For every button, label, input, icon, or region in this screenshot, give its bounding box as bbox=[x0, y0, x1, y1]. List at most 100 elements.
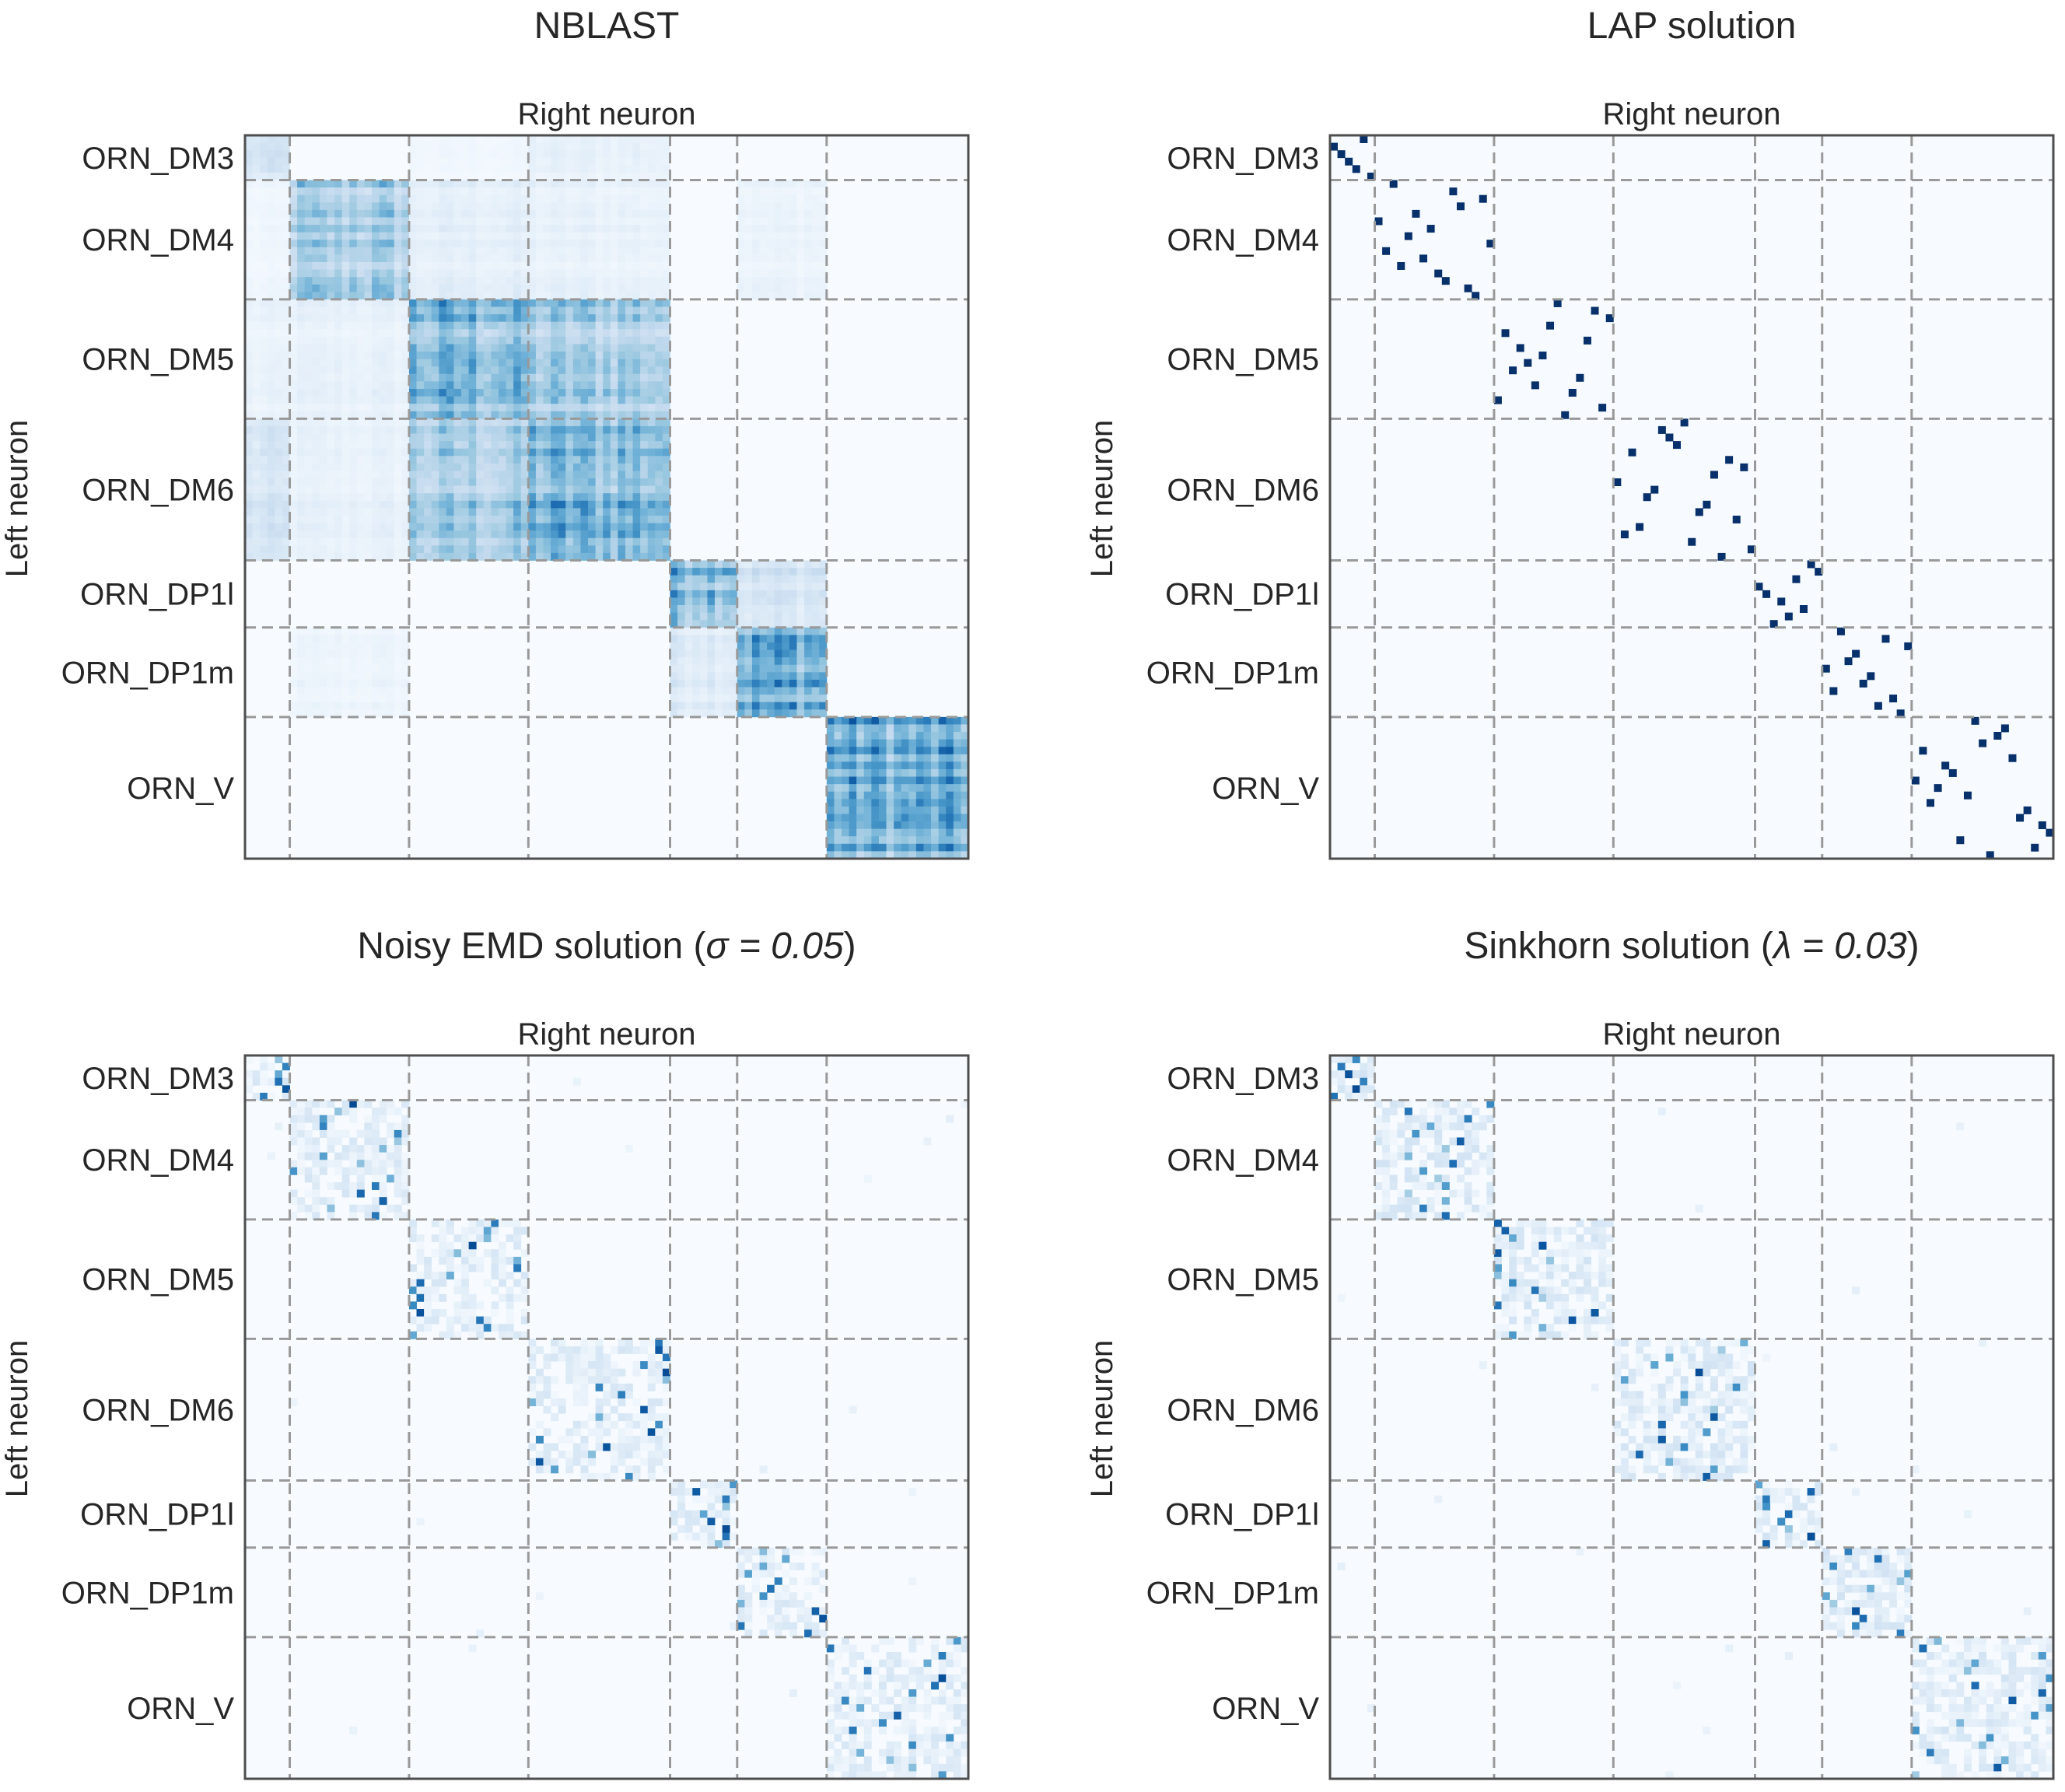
heatmap-cell bbox=[476, 515, 485, 523]
heatmap-cell bbox=[647, 485, 656, 494]
heatmap-cell bbox=[379, 642, 387, 650]
heatmap-cell bbox=[632, 209, 641, 218]
heatmap-cell bbox=[878, 716, 887, 725]
heatmap-cell bbox=[543, 478, 551, 487]
heatmap-cell bbox=[371, 530, 380, 539]
heatmap-cell bbox=[304, 194, 313, 203]
heatmap-cell bbox=[364, 187, 373, 196]
heatmap-cell bbox=[796, 657, 805, 666]
heatmap-cell bbox=[819, 292, 828, 300]
panel-title: Noisy EMD solution (σ = 0.05) bbox=[357, 926, 856, 967]
heatmap-cell bbox=[356, 388, 365, 397]
heatmap-cell bbox=[1657, 425, 1666, 434]
heatmap-cell bbox=[513, 232, 522, 240]
heatmap-cell bbox=[416, 254, 425, 263]
heatmap-cell bbox=[341, 1145, 350, 1153]
heatmap-cell bbox=[513, 344, 522, 352]
heatmap-cell bbox=[453, 552, 462, 561]
heatmap-cell bbox=[401, 433, 410, 442]
heatmap-cell bbox=[1747, 545, 1755, 554]
heatmap-cell bbox=[677, 612, 686, 621]
heatmap-cell bbox=[580, 277, 589, 285]
heatmap-cell bbox=[408, 344, 417, 352]
heatmap-cell bbox=[603, 411, 611, 419]
heatmap-cell bbox=[580, 433, 589, 442]
heatmap-cell bbox=[371, 471, 380, 479]
heatmap-cell bbox=[416, 493, 425, 502]
heatmap-cell bbox=[371, 396, 380, 404]
heatmap-cell bbox=[356, 232, 365, 240]
heatmap-cell bbox=[468, 1249, 477, 1258]
heatmap-cell bbox=[483, 441, 492, 450]
heatmap-cell bbox=[341, 537, 350, 546]
heatmap-cell bbox=[379, 448, 387, 457]
heatmap-cell bbox=[551, 209, 559, 218]
heatmap-cell bbox=[453, 359, 462, 367]
heatmap-cell bbox=[453, 456, 462, 464]
heatmap-cell bbox=[558, 172, 566, 180]
heatmap-cell bbox=[387, 695, 395, 703]
heatmap-cell bbox=[632, 425, 641, 434]
row-label-orn-dp1m: ORN_DP1m bbox=[1146, 656, 1319, 690]
heatmap-cell bbox=[572, 485, 581, 494]
heatmap-cell bbox=[245, 530, 253, 539]
heatmap-cell bbox=[297, 292, 306, 300]
heatmap-cell bbox=[699, 575, 708, 583]
heatmap-cell bbox=[774, 642, 782, 650]
heatmap-cell bbox=[528, 425, 537, 434]
heatmap-cell bbox=[401, 463, 410, 471]
heatmap-cell bbox=[543, 187, 551, 196]
heatmap-cell bbox=[819, 709, 828, 718]
heatmap-cell bbox=[260, 329, 268, 338]
heatmap-cell bbox=[282, 448, 290, 457]
heatmap-cell bbox=[603, 1353, 611, 1362]
heatmap-cell bbox=[558, 217, 566, 226]
heatmap-cell bbox=[535, 463, 544, 471]
heatmap-cell bbox=[730, 695, 738, 703]
heatmap-cell bbox=[282, 150, 290, 159]
heatmap-cell bbox=[632, 150, 641, 159]
heatmap-cell bbox=[364, 396, 373, 404]
heatmap-cell bbox=[267, 217, 275, 226]
heatmap-cell bbox=[289, 344, 298, 352]
heatmap-cell bbox=[618, 299, 626, 307]
heatmap-cell bbox=[297, 1122, 306, 1131]
heatmap-cell bbox=[483, 485, 492, 494]
heatmap-cell bbox=[453, 1331, 462, 1339]
heatmap-cell bbox=[312, 545, 320, 554]
heatmap-cell bbox=[751, 194, 760, 203]
heatmap-cell bbox=[394, 261, 402, 270]
heatmap-cell bbox=[603, 456, 611, 464]
heatmap-cell bbox=[408, 411, 417, 419]
heatmap-cell bbox=[603, 523, 611, 531]
heatmap-cell bbox=[789, 560, 797, 569]
heatmap-cell bbox=[618, 157, 626, 166]
heatmap-cell bbox=[588, 135, 597, 143]
heatmap-cell bbox=[662, 478, 670, 487]
heatmap-cell bbox=[245, 321, 253, 330]
heatmap-cell bbox=[364, 329, 373, 338]
heatmap-cell bbox=[334, 359, 343, 367]
heatmap-cell bbox=[737, 702, 745, 710]
heatmap-cell bbox=[655, 1398, 663, 1407]
heatmap-cell bbox=[349, 202, 358, 211]
heatmap-cell bbox=[535, 314, 544, 323]
heatmap-cell bbox=[931, 799, 940, 807]
heatmap-cell bbox=[289, 1189, 298, 1198]
heatmap-cell bbox=[282, 366, 290, 375]
heatmap-cell bbox=[655, 425, 663, 434]
heatmap-cell bbox=[804, 225, 813, 233]
heatmap-cell bbox=[297, 352, 306, 360]
heatmap-cell bbox=[297, 657, 306, 666]
heatmap-cell bbox=[572, 314, 581, 323]
heatmap-cell bbox=[535, 418, 544, 427]
heatmap-cell bbox=[603, 247, 611, 255]
heatmap-cell bbox=[289, 240, 298, 248]
heatmap-cell bbox=[289, 642, 298, 650]
heatmap-cell bbox=[625, 388, 633, 397]
heatmap-cell bbox=[416, 463, 425, 471]
heatmap-cell bbox=[961, 776, 969, 785]
heatmap-cell bbox=[282, 284, 290, 292]
heatmap-cell bbox=[938, 732, 947, 740]
heatmap-cell bbox=[439, 411, 447, 419]
